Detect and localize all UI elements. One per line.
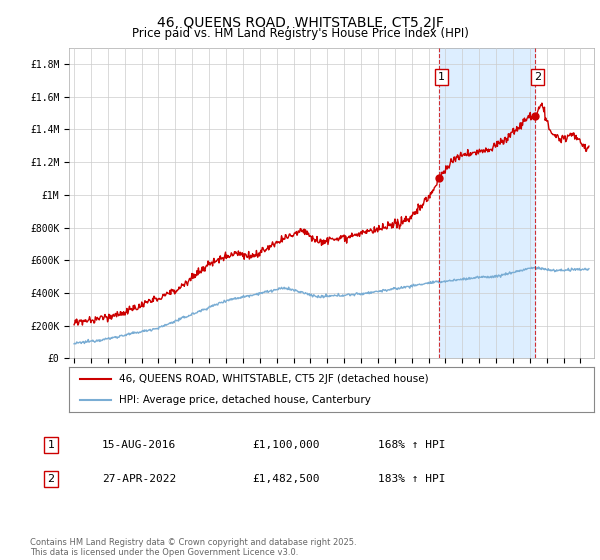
Text: 46, QUEENS ROAD, WHITSTABLE, CT5 2JF (detached house): 46, QUEENS ROAD, WHITSTABLE, CT5 2JF (de… (119, 374, 428, 384)
Text: £1,100,000: £1,100,000 (252, 440, 320, 450)
Text: 15-AUG-2016: 15-AUG-2016 (102, 440, 176, 450)
Text: Contains HM Land Registry data © Crown copyright and database right 2025.
This d: Contains HM Land Registry data © Crown c… (30, 538, 356, 557)
Bar (439, 48, 535, 358)
Text: Price paid vs. HM Land Registry's House Price Index (HPI): Price paid vs. HM Land Registry's House … (131, 27, 469, 40)
Text: 27-APR-2022: 27-APR-2022 (102, 474, 176, 484)
Text: HPI: Average price, detached house, Canterbury: HPI: Average price, detached house, Cant… (119, 394, 371, 404)
Text: 2: 2 (534, 72, 541, 82)
Text: 2: 2 (47, 474, 55, 484)
Text: 168% ↑ HPI: 168% ↑ HPI (378, 440, 445, 450)
Text: £1,482,500: £1,482,500 (252, 474, 320, 484)
Text: 46, QUEENS ROAD, WHITSTABLE, CT5 2JF: 46, QUEENS ROAD, WHITSTABLE, CT5 2JF (157, 16, 443, 30)
Text: 1: 1 (438, 72, 445, 82)
Text: 1: 1 (47, 440, 55, 450)
Text: 183% ↑ HPI: 183% ↑ HPI (378, 474, 445, 484)
